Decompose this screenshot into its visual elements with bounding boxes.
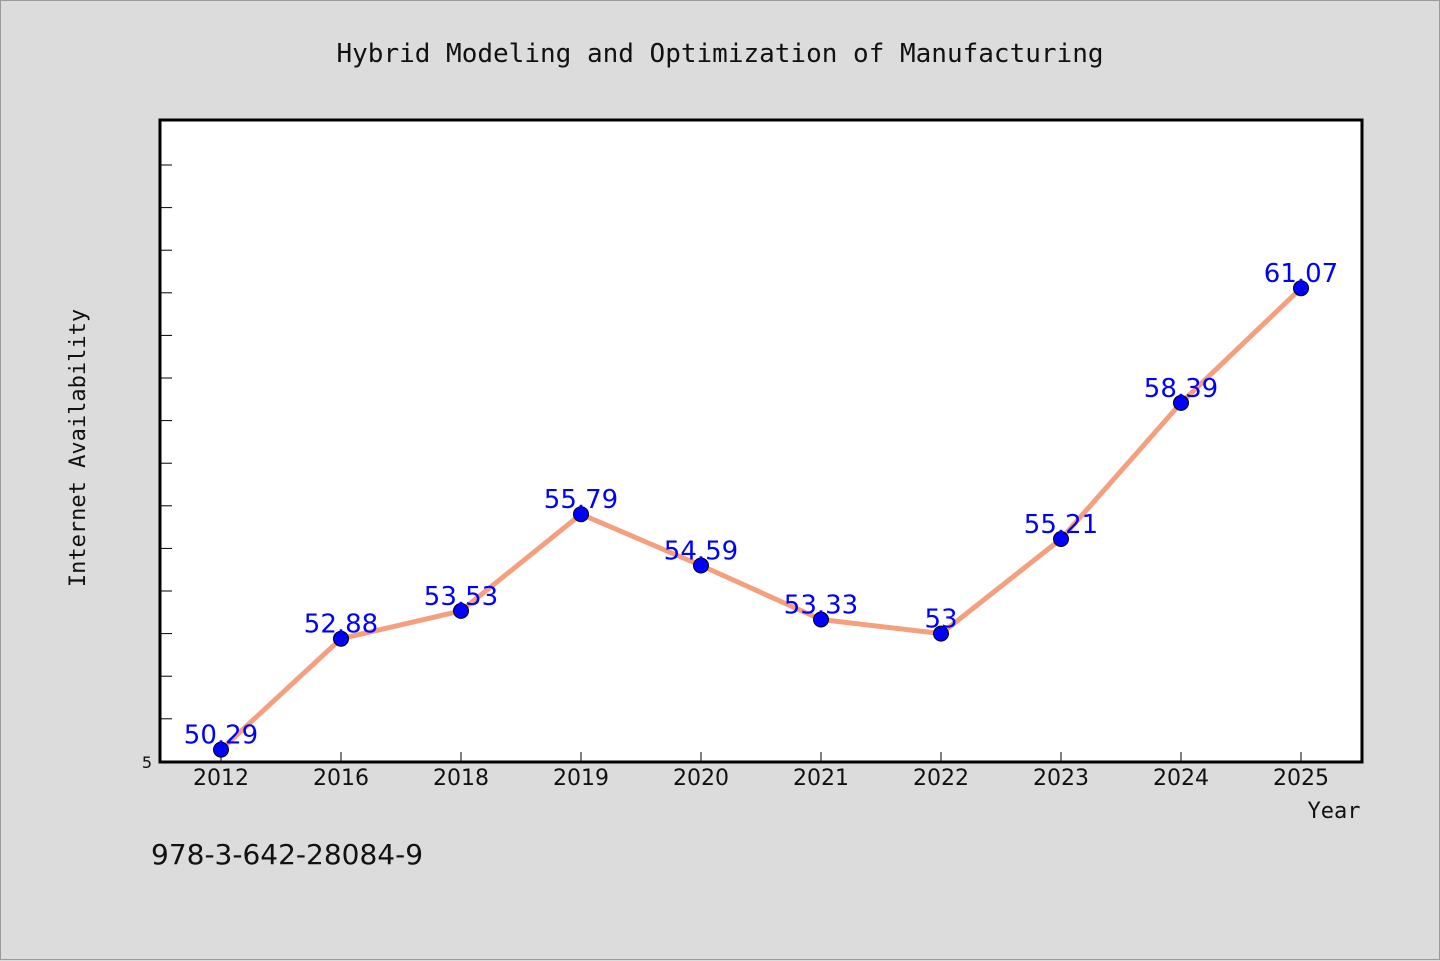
x-tick-label: 2016 [313,766,369,791]
x-tick-label: 2023 [1033,766,1089,791]
x-tick-label: 2021 [793,766,849,791]
data-label: 54.59 [664,537,738,567]
chart-title: Hybrid Modeling and Optimization of Manu… [336,39,1103,69]
x-tick-label: 2024 [1153,766,1209,791]
data-label: 53.33 [784,591,858,621]
y-axis-ticks [160,164,172,762]
data-markers [213,280,1309,758]
data-label: 53.53 [424,582,498,612]
data-point [813,611,829,628]
x-axis-label: Year [1308,799,1361,824]
x-tick-label: 2012 [193,766,249,791]
x-tick-label: 2025 [1273,766,1329,791]
data-point [1173,394,1189,411]
data-point [1293,280,1309,297]
x-tick-label: 2018 [433,766,489,791]
data-point [1053,531,1069,547]
data-label: 61.07 [1264,259,1338,289]
data-labels: 50.29 52.88 53.53 55.79 54.59 53.33 53 55.21 58.… [184,259,1338,750]
data-label: 52.88 [304,610,378,640]
data-point [333,630,349,647]
plot-area [158,118,1364,764]
data-label: 50.29 [184,721,258,751]
y-tick-label: 5 [142,753,152,772]
data-label: 55.79 [544,485,618,515]
series-line [219,286,1303,752]
y-axis-label: Internet Availability [66,309,91,587]
x-tick-label: 2019 [553,766,609,791]
data-point [693,557,709,574]
data-point [573,506,589,523]
data-point [213,741,229,758]
data-label: 58.39 [1144,374,1218,404]
x-tick-label: 2020 [673,766,729,791]
isbn-footer: 978-3-642-28084-9 [151,838,423,871]
x-tick-labels: 2012 2016 2018 2019 2020 2021 2022 2023 2024 2025 [193,766,1329,791]
data-label: 55.21 [1024,510,1098,540]
x-tick-label: 2022 [913,766,969,791]
data-point [453,602,469,619]
data-label: 53 [924,605,957,635]
data-point [933,625,949,642]
x-axis-ticks [220,752,1302,762]
